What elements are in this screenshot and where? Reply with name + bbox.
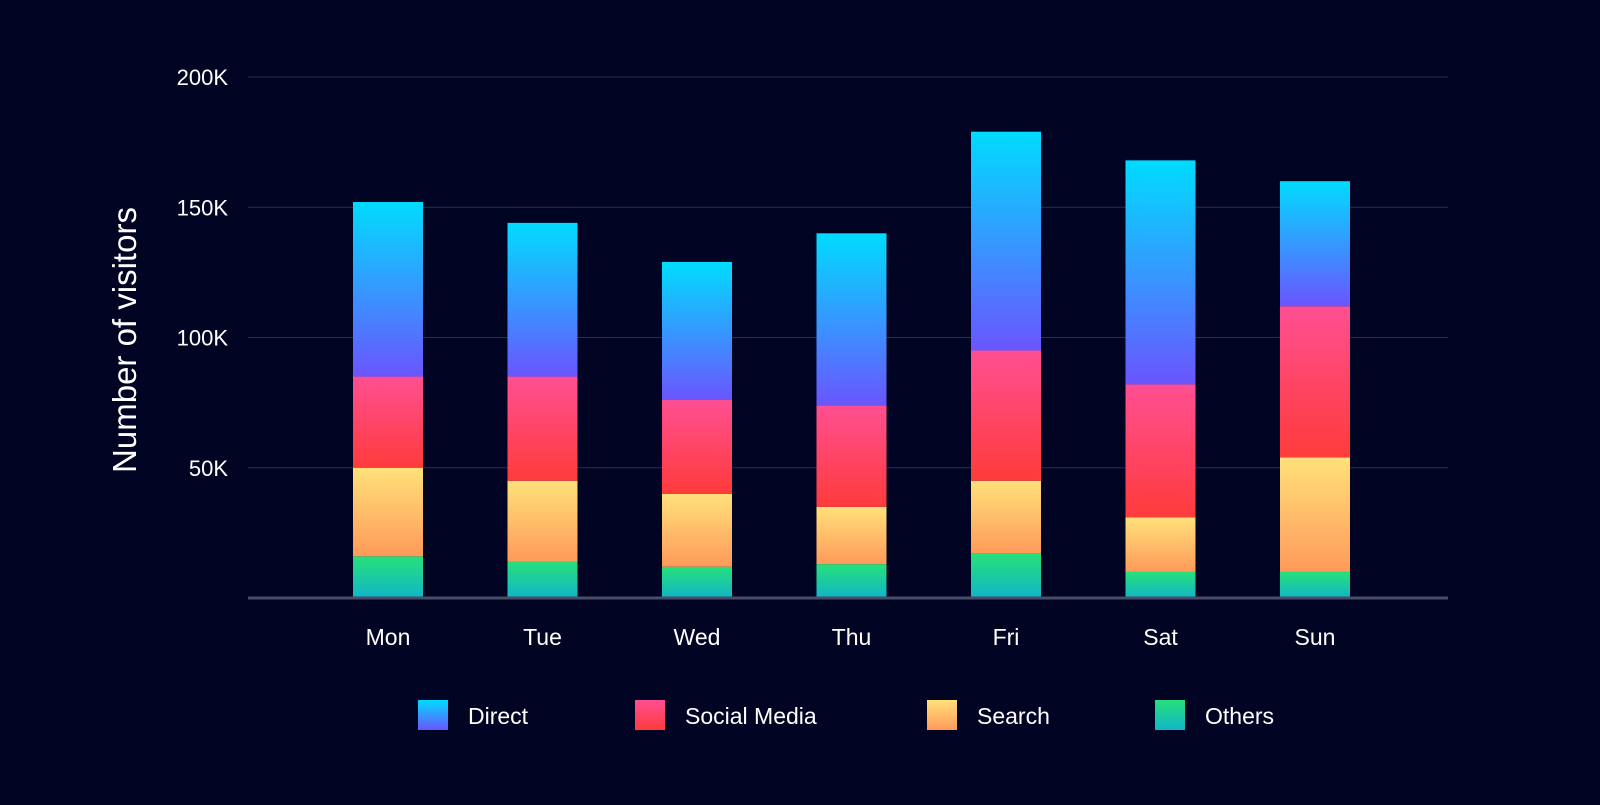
- legend: Direct Social Media Search Others: [418, 700, 1274, 730]
- bars: [353, 131, 1350, 598]
- legend-label-direct: Direct: [468, 703, 529, 729]
- bar-tue-direct: [507, 222, 578, 377]
- bar-stack-sat: [1125, 160, 1196, 598]
- x-tick-label-fri: Fri: [993, 624, 1020, 650]
- bar-wed-direct: [662, 261, 732, 401]
- bar-fri-search: [971, 480, 1041, 554]
- x-tick-label-thu: Thu: [832, 624, 872, 650]
- bar-mon-direct: [353, 202, 423, 377]
- legend-label-social-media: Social Media: [685, 703, 817, 729]
- x-tick-label-tue: Tue: [523, 624, 562, 650]
- bar-thu-others: [816, 564, 887, 598]
- legend-item-social-media: Social Media: [635, 700, 817, 730]
- bar-sun-others: [1280, 571, 1350, 598]
- x-tick-label-wed: Wed: [674, 624, 721, 650]
- bar-stack-mon: [353, 202, 423, 598]
- legend-swatch-social-media: [635, 700, 665, 730]
- bar-stack-tue: [507, 222, 578, 598]
- legend-label-others: Others: [1205, 703, 1274, 729]
- y-tick-label: 200K: [177, 65, 229, 90]
- y-tick-label: 50K: [189, 456, 228, 481]
- legend-swatch-direct: [418, 700, 448, 730]
- bar-thu-search: [816, 506, 887, 565]
- bar-tue-others: [507, 561, 578, 598]
- bar-fri-direct: [971, 131, 1041, 351]
- bar-thu-social-media: [816, 405, 887, 507]
- y-axis-ticks: 50K 100K 150K 200K: [177, 65, 229, 481]
- bar-sun-search: [1280, 457, 1350, 572]
- legend-item-search: Search: [927, 700, 1050, 730]
- bar-sat-search: [1125, 517, 1196, 572]
- legend-swatch-search: [927, 700, 957, 730]
- bar-wed-others: [662, 566, 732, 598]
- bar-mon-social-media: [353, 376, 423, 468]
- bar-fri-social-media: [971, 350, 1041, 481]
- y-axis-label: Number of visitors: [106, 207, 143, 473]
- bar-thu-direct: [816, 233, 887, 406]
- bar-sat-others: [1125, 571, 1196, 598]
- bar-mon-search: [353, 467, 423, 557]
- x-tick-label-mon: Mon: [366, 624, 411, 650]
- bar-sun-social-media: [1280, 306, 1350, 458]
- y-tick-label: 150K: [177, 195, 229, 220]
- bar-fri-others: [971, 553, 1041, 598]
- bar-mon-others: [353, 556, 423, 598]
- bar-sun-direct: [1280, 181, 1350, 307]
- bar-wed-social-media: [662, 400, 732, 494]
- x-tick-label-sat: Sat: [1143, 624, 1178, 650]
- bar-stack-fri: [971, 131, 1041, 598]
- bar-sat-direct: [1125, 160, 1196, 385]
- y-tick-label: 100K: [177, 326, 229, 351]
- bar-sat-social-media: [1125, 384, 1196, 518]
- x-axis-ticks: Mon Tue Wed Thu Fri Sat Sun: [366, 624, 1336, 650]
- legend-item-others: Others: [1155, 700, 1274, 730]
- legend-item-direct: Direct: [418, 700, 529, 730]
- bar-stack-wed: [662, 261, 732, 598]
- legend-label-search: Search: [977, 703, 1050, 729]
- x-tick-label-sun: Sun: [1295, 624, 1336, 650]
- bar-stack-sun: [1280, 181, 1350, 598]
- bar-stack-thu: [816, 233, 887, 598]
- bar-tue-social-media: [507, 376, 578, 481]
- bar-wed-search: [662, 493, 732, 567]
- legend-swatch-others: [1155, 700, 1185, 730]
- bar-tue-search: [507, 480, 578, 562]
